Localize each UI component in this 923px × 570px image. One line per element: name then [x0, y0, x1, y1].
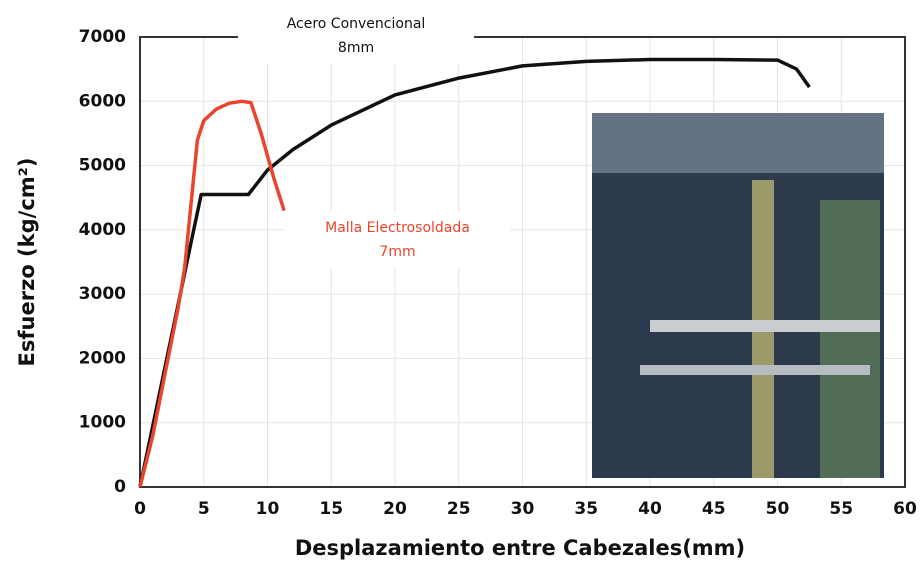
annotation-box [285, 212, 510, 268]
y-tick-label: 3000 [79, 284, 126, 304]
x-tick-label: 35 [574, 499, 598, 519]
x-tick-label: 45 [702, 499, 726, 519]
photo [592, 113, 884, 478]
x-tick-label: 20 [383, 499, 407, 519]
y-tick-label: 0 [114, 477, 126, 497]
x-tick-label: 50 [766, 499, 790, 519]
annotation-box [238, 8, 474, 64]
x-tick-label: 25 [447, 499, 471, 519]
y-tick-label: 6000 [79, 91, 126, 111]
x-tick-label: 0 [134, 499, 146, 519]
annotation: 8mm [338, 40, 374, 56]
y-tick-label: 4000 [79, 220, 126, 240]
plot-frame [139, 36, 906, 488]
x-tick-label: 5 [198, 499, 210, 519]
x-tick-label: 15 [319, 499, 343, 519]
x-axis-title: Desplazamiento entre Cabezales(mm) [295, 536, 745, 560]
legend-label: Acero Convencional [287, 16, 426, 32]
y-tick-label: 2000 [79, 348, 126, 368]
y-tick-label: 5000 [79, 156, 126, 176]
x-tick-label: 30 [511, 499, 535, 519]
y-tick-label: 7000 [79, 27, 126, 47]
annotation: 7mm [379, 244, 415, 260]
x-tick-label: 40 [638, 499, 662, 519]
y-tick-label: 1000 [79, 413, 126, 433]
y-axis-title: Esfuerzo (kg/cm²) [15, 158, 39, 367]
series-line [138, 99, 286, 488]
x-tick-label: 10 [256, 499, 280, 519]
x-tick-label: 55 [829, 499, 853, 519]
legend-label: Malla Electrosoldada [325, 220, 470, 236]
x-tick-label: 60 [893, 499, 917, 519]
